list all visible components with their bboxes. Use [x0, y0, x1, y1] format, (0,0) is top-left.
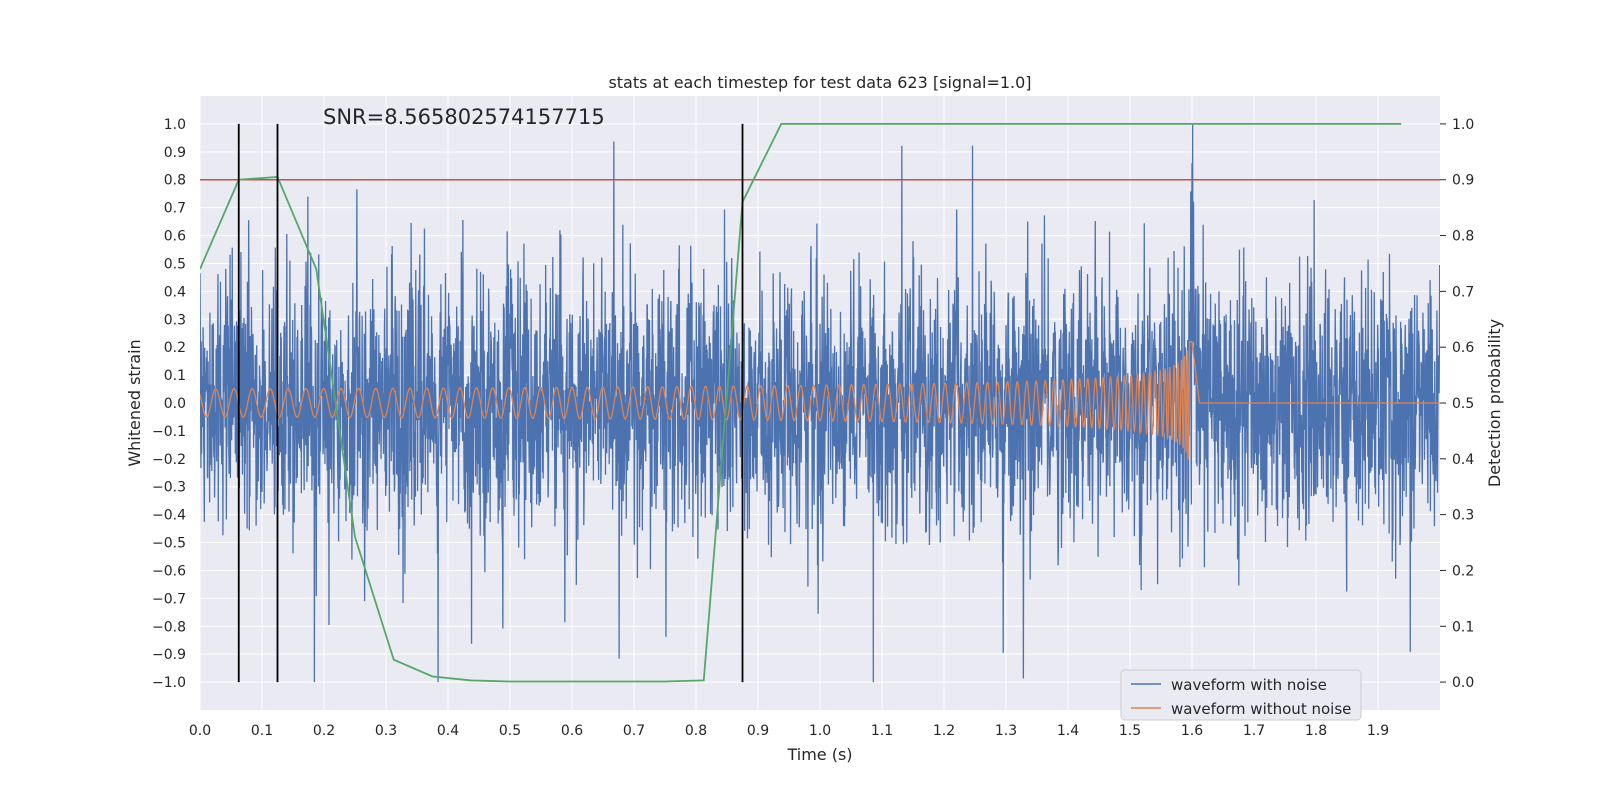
x-tick-label: 1.5: [1119, 723, 1141, 739]
x-tick-label: 1.0: [809, 723, 831, 739]
y2-tick-label: 1.0: [1452, 117, 1474, 133]
series-line-probability: [200, 123, 1402, 683]
y2-tick-label: 0.8: [1452, 229, 1474, 245]
y-tick-label: 0.9: [164, 145, 186, 161]
x-axis-ticks: 0.0 0.1 0.2 0.3 0.4 0.5 0.6 0.7 0.8 0.9 1.0 1.1 1.2 1…: [189, 723, 1389, 739]
y2-tick-label: 0.7: [1452, 284, 1474, 300]
legend-label-clean: waveform without noise: [1171, 700, 1351, 718]
markers-layer: [237, 123, 744, 683]
legend-label-noise: waveform with noise: [1171, 676, 1327, 694]
x-tick-label: 0.3: [375, 723, 397, 739]
y-tick-label: 0.1: [164, 368, 186, 384]
y-tick-label: −0.7: [152, 591, 186, 607]
series-line-noise: [200, 123, 1440, 683]
y2-tick-label: 0.5: [1452, 396, 1474, 412]
y-tick-label: −0.6: [152, 563, 186, 579]
x-tick-label: 0.9: [747, 723, 769, 739]
y2-axis-ticks: 1.0 0.9 0.8 0.7 0.6 0.5 0.4 0.3 0.2 0.1 0.0: [1440, 117, 1474, 691]
x-tick-label: 1.8: [1305, 723, 1327, 739]
y-tick-label: 0.8: [164, 173, 186, 189]
y-tick-label: −0.8: [152, 619, 186, 635]
x-axis-label: Time (s): [786, 745, 852, 764]
y-tick-label: 0.5: [164, 256, 186, 272]
x-tick-label: 1.2: [933, 723, 955, 739]
y2-tick-label: 0.6: [1452, 340, 1474, 356]
y2-tick-label: 0.1: [1452, 619, 1474, 635]
y2-tick-label: 0.0: [1452, 675, 1474, 691]
x-tick-label: 0.8: [685, 723, 707, 739]
y-axis-label: Whitened strain: [125, 339, 144, 466]
y-tick-label: 0.7: [164, 201, 186, 217]
y-tick-label: 0.4: [164, 284, 186, 300]
y-tick-label: 0.6: [164, 229, 186, 245]
y-tick-label: 1.0: [164, 117, 186, 133]
x-tick-label: 0.7: [623, 723, 645, 739]
y-tick-label: −1.0: [152, 675, 186, 691]
chart-title: stats at each timestep for test data 623…: [608, 73, 1031, 92]
y-tick-label: −0.1: [152, 424, 186, 440]
y-tick-label: −0.4: [152, 508, 186, 524]
y-tick-label: 0.2: [164, 340, 186, 356]
y-axis-ticks: 1.0 0.9 0.8 0.7 0.6 0.5 0.4 0.3 0.2 0.1 0.0 −0.1 −0.…: [152, 117, 186, 691]
legend: waveform with noise waveform without noi…: [1120, 669, 1362, 721]
y2-tick-label: 0.4: [1452, 452, 1474, 468]
x-tick-label: 0.4: [437, 723, 459, 739]
y-tick-label: −0.5: [152, 536, 186, 552]
series-line-clean: [200, 341, 1440, 460]
y-tick-label: −0.3: [152, 480, 186, 496]
x-tick-label: 0.5: [499, 723, 521, 739]
y2-axis-label: Detection probability: [1485, 319, 1504, 487]
y-tick-label: 0.0: [164, 396, 186, 412]
x-tick-label: 1.4: [1057, 723, 1079, 739]
x-tick-label: 1.1: [871, 723, 893, 739]
snr-annotation: SNR=8.565802574157715: [323, 105, 605, 129]
x-tick-label: 0.1: [251, 723, 273, 739]
y2-tick-label: 0.2: [1452, 563, 1474, 579]
x-tick-label: 0.0: [189, 723, 211, 739]
y-tick-label: −0.2: [152, 452, 186, 468]
legend-box: [1120, 669, 1362, 721]
y-tick-label: 0.3: [164, 312, 186, 328]
x-tick-label: 0.6: [561, 723, 583, 739]
x-tick-label: 1.6: [1181, 723, 1203, 739]
x-tick-label: 1.7: [1243, 723, 1265, 739]
y-tick-label: −0.9: [152, 647, 186, 663]
series-layer: [200, 123, 1440, 683]
y2-tick-label: 0.9: [1452, 173, 1474, 189]
y2-tick-label: 0.3: [1452, 508, 1474, 524]
x-tick-label: 1.3: [995, 723, 1017, 739]
x-tick-label: 1.9: [1367, 723, 1389, 739]
x-tick-label: 0.2: [313, 723, 335, 739]
